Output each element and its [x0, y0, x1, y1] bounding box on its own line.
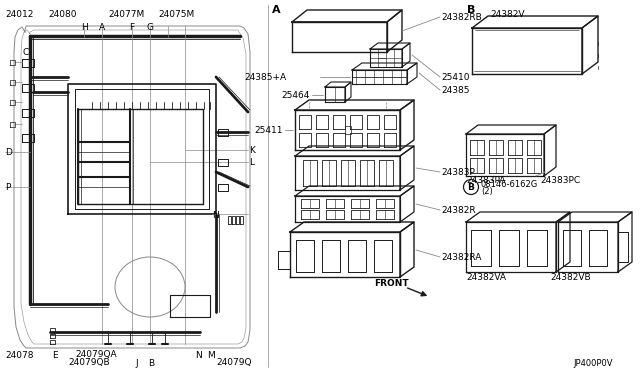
Text: 24012: 24012	[5, 10, 33, 19]
Text: N: N	[212, 211, 219, 219]
Text: L: L	[249, 157, 254, 167]
Text: 24079QB: 24079QB	[68, 359, 109, 368]
Text: M: M	[207, 350, 215, 359]
Text: 08146-6162G: 08146-6162G	[481, 180, 538, 189]
Text: B: B	[468, 183, 474, 192]
Text: FRONT: FRONT	[374, 279, 408, 289]
Text: B: B	[467, 5, 476, 15]
Text: C: C	[22, 48, 28, 57]
Text: 24382VA: 24382VA	[466, 273, 506, 282]
Text: 24382VB: 24382VB	[550, 273, 591, 282]
Text: 24383PA: 24383PA	[466, 176, 506, 185]
Text: 24078: 24078	[5, 350, 33, 359]
Text: A: A	[272, 5, 280, 15]
Text: JP400P0V: JP400P0V	[573, 359, 612, 369]
Text: 24077M: 24077M	[108, 10, 144, 19]
Text: K: K	[249, 145, 255, 154]
Text: P: P	[5, 183, 10, 192]
Text: 24382R: 24382R	[441, 205, 476, 215]
Text: (2): (2)	[481, 186, 493, 196]
Text: 24383P: 24383P	[441, 167, 475, 176]
Text: 24385: 24385	[441, 86, 470, 94]
Text: 24079Q: 24079Q	[216, 359, 252, 368]
Text: B: B	[148, 359, 154, 368]
Text: 24385+A: 24385+A	[244, 73, 286, 81]
Text: 25410: 25410	[441, 73, 470, 81]
Text: 24079QA: 24079QA	[75, 350, 116, 359]
Text: 24075M: 24075M	[158, 10, 195, 19]
Text: N: N	[195, 350, 202, 359]
Text: 24382V: 24382V	[490, 10, 525, 19]
Text: 25411: 25411	[255, 125, 283, 135]
Text: E: E	[52, 350, 58, 359]
Text: 24382RA: 24382RA	[441, 253, 481, 262]
Text: 24382RB: 24382RB	[441, 13, 482, 22]
Text: J: J	[135, 359, 138, 368]
Text: D: D	[5, 148, 12, 157]
Text: G: G	[147, 22, 154, 32]
Text: 25464: 25464	[282, 90, 310, 99]
Text: A: A	[99, 22, 105, 32]
Text: 24080: 24080	[48, 10, 77, 19]
Text: 24383PC: 24383PC	[540, 176, 580, 185]
Text: F: F	[129, 22, 134, 32]
Text: H: H	[81, 22, 88, 32]
